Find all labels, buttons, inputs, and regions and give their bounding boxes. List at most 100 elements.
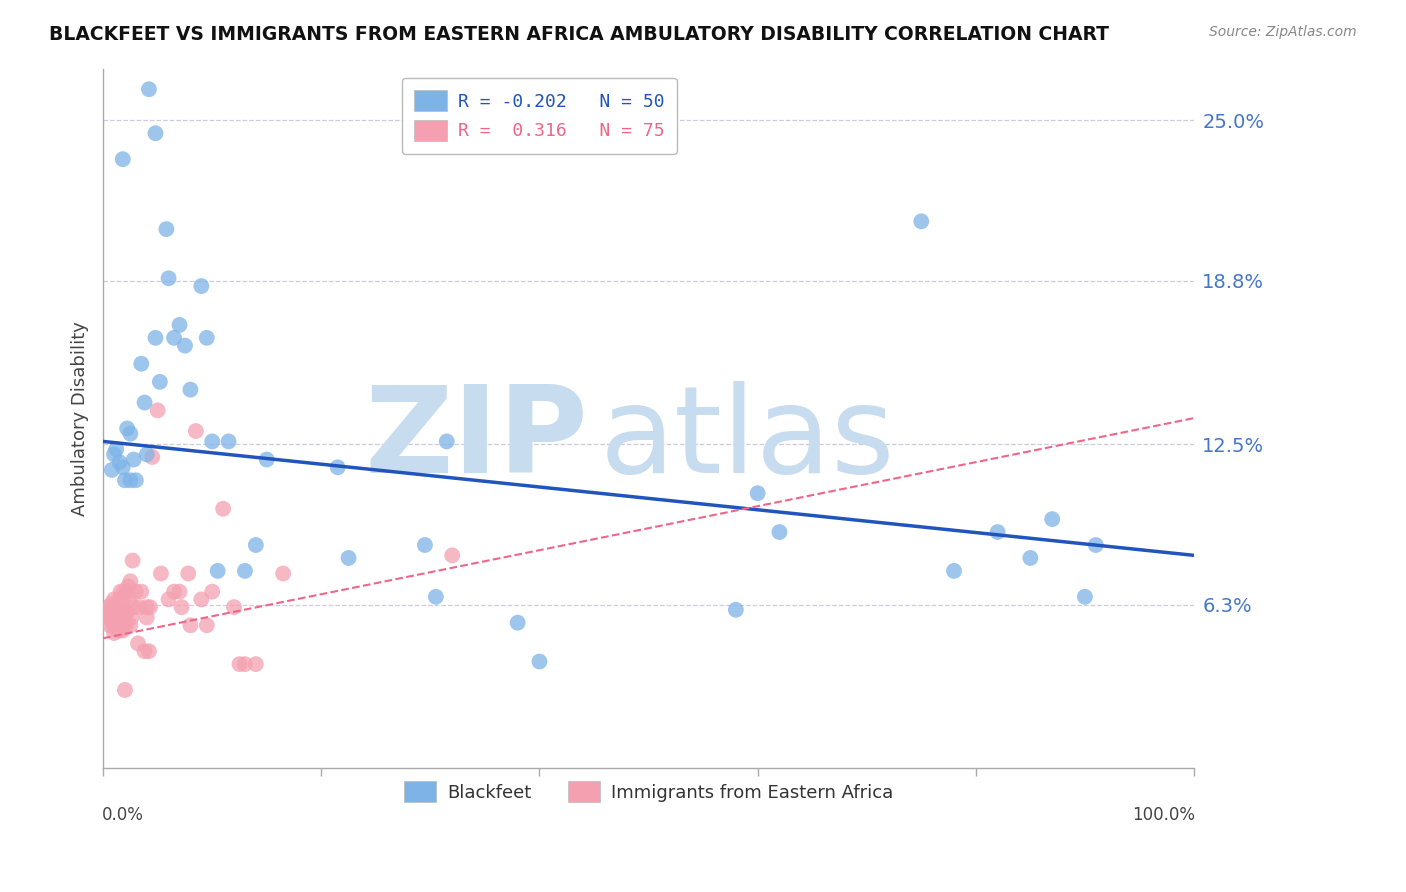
Point bbox=[190, 592, 212, 607]
Point bbox=[122, 452, 145, 467]
Point bbox=[149, 375, 172, 389]
Point bbox=[110, 584, 132, 599]
Point bbox=[170, 600, 193, 615]
Point bbox=[256, 452, 278, 467]
Point bbox=[529, 655, 551, 669]
Point bbox=[184, 424, 207, 438]
Point bbox=[104, 618, 127, 632]
Point bbox=[128, 600, 150, 615]
Point bbox=[127, 636, 149, 650]
Point bbox=[103, 626, 125, 640]
Point bbox=[108, 613, 131, 627]
Point bbox=[108, 592, 131, 607]
Point bbox=[111, 605, 134, 619]
Point bbox=[115, 421, 138, 435]
Point bbox=[222, 600, 245, 615]
Point bbox=[138, 82, 160, 96]
Point bbox=[441, 549, 464, 563]
Point bbox=[114, 683, 136, 698]
Point bbox=[96, 605, 118, 619]
Point bbox=[98, 618, 121, 632]
Point bbox=[195, 618, 218, 632]
Point bbox=[105, 624, 128, 638]
Point bbox=[105, 605, 128, 619]
Point bbox=[326, 460, 349, 475]
Point bbox=[101, 610, 124, 624]
Point bbox=[112, 584, 135, 599]
Text: atlas: atlas bbox=[599, 381, 896, 498]
Point bbox=[233, 657, 256, 672]
Point bbox=[1040, 512, 1063, 526]
Point bbox=[228, 657, 250, 672]
Point bbox=[112, 618, 135, 632]
Point bbox=[169, 584, 191, 599]
Point bbox=[135, 447, 157, 461]
Point bbox=[100, 598, 122, 612]
Point bbox=[121, 553, 143, 567]
Point bbox=[141, 450, 163, 464]
Point bbox=[104, 600, 127, 615]
Text: ZIP: ZIP bbox=[364, 381, 589, 498]
Point bbox=[145, 126, 167, 140]
Point bbox=[110, 618, 132, 632]
Text: 100.0%: 100.0% bbox=[1132, 806, 1195, 824]
Point bbox=[107, 621, 129, 635]
Point bbox=[98, 605, 121, 619]
Point bbox=[157, 592, 180, 607]
Point bbox=[163, 331, 186, 345]
Point bbox=[218, 434, 240, 449]
Point bbox=[1019, 551, 1042, 566]
Point bbox=[125, 584, 148, 599]
Point bbox=[114, 605, 136, 619]
Point bbox=[413, 538, 436, 552]
Point bbox=[96, 610, 118, 624]
Point bbox=[115, 605, 138, 619]
Point bbox=[207, 564, 229, 578]
Point bbox=[135, 600, 157, 615]
Point bbox=[149, 566, 172, 581]
Point bbox=[337, 551, 360, 566]
Point bbox=[100, 610, 122, 624]
Point bbox=[943, 564, 966, 578]
Point bbox=[1084, 538, 1107, 552]
Point bbox=[105, 615, 128, 630]
Point bbox=[103, 592, 125, 607]
Point bbox=[120, 473, 142, 487]
Point bbox=[425, 590, 447, 604]
Point bbox=[111, 152, 134, 166]
Point bbox=[169, 318, 191, 332]
Point bbox=[179, 618, 201, 632]
Point bbox=[114, 473, 136, 487]
Point bbox=[97, 600, 120, 615]
Point bbox=[134, 644, 156, 658]
Point bbox=[768, 524, 790, 539]
Point bbox=[107, 605, 129, 619]
Point bbox=[105, 442, 128, 457]
Point bbox=[115, 584, 138, 599]
Point bbox=[139, 600, 162, 615]
Point bbox=[120, 426, 142, 441]
Point bbox=[747, 486, 769, 500]
Point bbox=[111, 613, 134, 627]
Text: Source: ZipAtlas.com: Source: ZipAtlas.com bbox=[1209, 25, 1357, 39]
Point bbox=[506, 615, 529, 630]
Point bbox=[212, 501, 235, 516]
Point bbox=[436, 434, 458, 449]
Point bbox=[103, 610, 125, 624]
Point bbox=[177, 566, 200, 581]
Point bbox=[987, 524, 1010, 539]
Point bbox=[101, 463, 124, 477]
Legend: Blackfeet, Immigrants from Eastern Africa: Blackfeet, Immigrants from Eastern Afric… bbox=[395, 772, 903, 811]
Point bbox=[134, 395, 156, 409]
Point bbox=[108, 455, 131, 469]
Y-axis label: Ambulatory Disability: Ambulatory Disability bbox=[72, 321, 89, 516]
Point bbox=[103, 447, 125, 461]
Point bbox=[131, 357, 153, 371]
Point bbox=[179, 383, 201, 397]
Point bbox=[121, 610, 143, 624]
Point bbox=[122, 600, 145, 615]
Point bbox=[201, 434, 224, 449]
Point bbox=[118, 592, 141, 607]
Point bbox=[125, 473, 148, 487]
Point bbox=[174, 338, 197, 352]
